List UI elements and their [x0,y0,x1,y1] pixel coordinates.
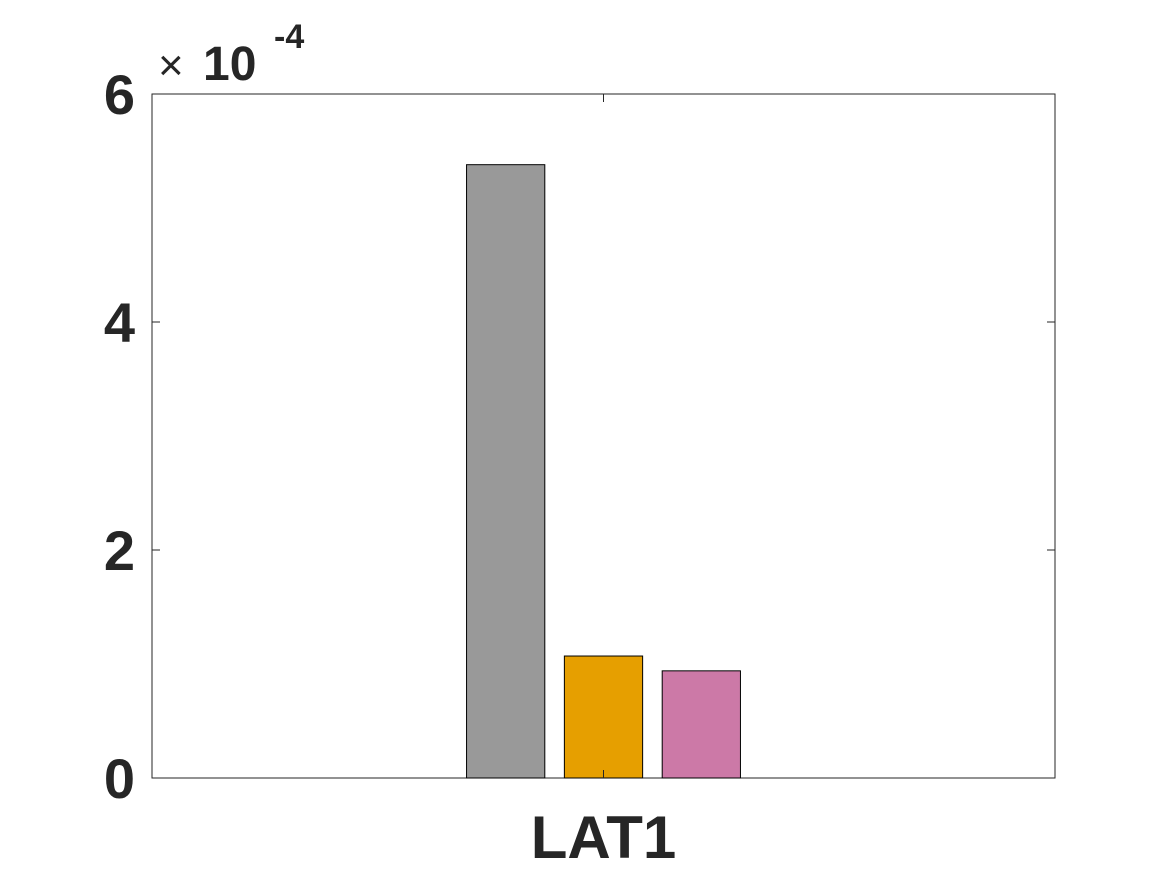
ticks-group: LAT1 0 2 4 6 [104,63,1055,871]
y-tick-label: 6 [104,63,135,126]
bars-group [466,164,741,779]
bar-series-2 [563,655,644,779]
bar-series-3 [661,670,741,779]
x-tick-label: LAT1 [531,804,677,871]
y-tick-label: 4 [104,291,135,354]
exponent-multiplier: × [158,41,184,90]
exponent-power: -4 [274,18,304,56]
bar-series-1 [466,164,546,779]
y-tick-label: 0 [104,747,135,810]
exponent-base: 10 [203,38,256,91]
y-tick-label: 2 [104,519,135,582]
